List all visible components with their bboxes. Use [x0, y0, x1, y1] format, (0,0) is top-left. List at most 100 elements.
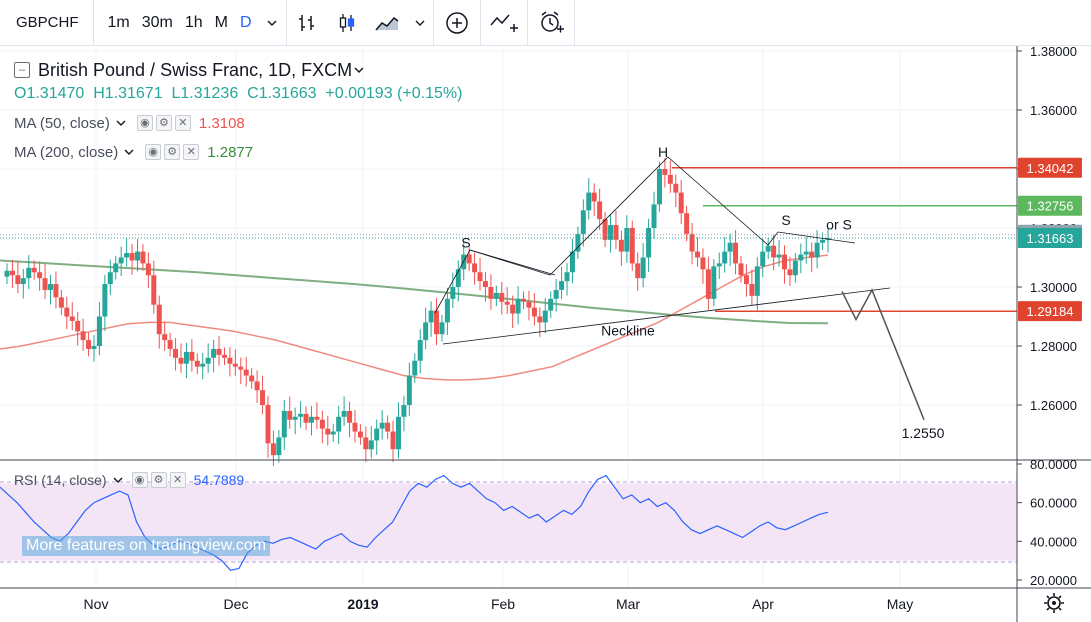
- symbol-search-button[interactable]: GBPCHF: [16, 14, 79, 31]
- gear-icon[interactable]: ⚙: [150, 472, 167, 488]
- candle-body: [357, 431, 363, 438]
- bar-chart-icon[interactable]: [287, 0, 327, 46]
- settings-gear-icon[interactable]: [1044, 593, 1064, 613]
- candle-body: [504, 301, 510, 305]
- candle: [776, 240, 782, 267]
- rsi-tick-label: 40.0000: [1030, 534, 1077, 549]
- candle: [792, 253, 798, 283]
- candle: [173, 338, 179, 371]
- candle-body: [205, 357, 211, 364]
- candle-body: [390, 431, 396, 450]
- top-toolbar: GBPCHF 1m 30m 1h M D: [0, 0, 1091, 46]
- candle: [580, 199, 586, 247]
- candle: [374, 419, 380, 455]
- candle: [162, 321, 168, 352]
- candle-body: [69, 316, 75, 321]
- candle-body: [211, 348, 217, 358]
- rsi-value: 54.7889: [193, 472, 245, 488]
- toolbar-divider: [285, 0, 287, 46]
- time-tick-label: Feb: [491, 596, 515, 612]
- candle: [569, 238, 575, 284]
- candle: [434, 297, 440, 346]
- candle-body: [548, 298, 554, 311]
- candle: [292, 407, 298, 435]
- timeframe-1m-button[interactable]: 1m: [107, 13, 130, 31]
- chevron-down-icon[interactable]: [111, 473, 125, 487]
- candle-body: [281, 410, 287, 438]
- candle: [662, 158, 668, 188]
- candle-body: [439, 322, 445, 335]
- candle: [64, 296, 70, 330]
- candle-body: [597, 201, 603, 220]
- candle-body: [760, 251, 766, 267]
- chevron-down-icon[interactable]: [258, 0, 286, 46]
- candle-body: [412, 360, 418, 376]
- pattern-label: S: [461, 234, 470, 250]
- candle-body: [325, 428, 331, 435]
- candle-body: [336, 416, 342, 432]
- pattern-label: or S: [826, 216, 852, 232]
- rsi-tick-label: 20.0000: [1030, 573, 1077, 588]
- candle-body: [575, 233, 581, 252]
- candle-chart-icon[interactable]: [327, 0, 367, 46]
- timeframe-m-button[interactable]: M: [214, 13, 228, 31]
- candle: [640, 243, 646, 288]
- tradingview-watermark[interactable]: More features on tradingview.com: [22, 536, 271, 556]
- candle-body: [406, 375, 412, 405]
- add-indicator-icon[interactable]: [434, 0, 480, 46]
- candle-body: [765, 245, 771, 252]
- candle-body: [488, 287, 494, 299]
- candle-body: [270, 443, 276, 456]
- candle: [249, 368, 255, 389]
- candle: [406, 362, 412, 416]
- candle: [423, 307, 429, 350]
- head-shoulders-pattern: S H S or S Neckline 1.2550: [434, 144, 945, 441]
- candle-body: [156, 304, 162, 335]
- candle: [325, 415, 331, 446]
- drawing-icon[interactable]: [481, 0, 527, 46]
- alert-icon[interactable]: [528, 0, 574, 46]
- candle: [53, 271, 59, 309]
- candle-body: [118, 257, 124, 264]
- candle: [227, 346, 233, 377]
- candle: [820, 232, 826, 251]
- candle-body: [319, 419, 325, 429]
- timeframe-30m-button[interactable]: 30m: [141, 13, 173, 31]
- candle: [798, 243, 804, 274]
- candle-body: [776, 254, 782, 258]
- rsi-legend: RSI (14, close) ◉ ⚙ ✕ 54.7889: [14, 472, 244, 488]
- candle: [238, 357, 244, 385]
- candle: [553, 279, 559, 312]
- candle-body: [80, 331, 86, 341]
- candle-body: [798, 254, 804, 261]
- candle: [504, 287, 510, 314]
- candle-body: [656, 169, 662, 205]
- candle: [31, 260, 37, 280]
- candle: [96, 302, 102, 356]
- time-tick-label: Apr: [752, 596, 774, 612]
- time-axis[interactable]: Nov Dec 2019 Feb Mar Apr May: [84, 596, 914, 612]
- eye-icon[interactable]: ◉: [131, 472, 148, 488]
- close-icon[interactable]: ✕: [169, 472, 186, 488]
- candle-body: [4, 270, 10, 277]
- candle-body: [542, 310, 548, 323]
- candle-body: [37, 272, 43, 279]
- candle: [124, 238, 130, 267]
- candle-body: [75, 320, 81, 332]
- timeframe-1h-button[interactable]: 1h: [184, 13, 203, 31]
- candle-body: [537, 316, 543, 323]
- area-chart-icon[interactable]: [367, 0, 407, 46]
- candle-body: [374, 428, 380, 441]
- candle-body: [526, 301, 532, 308]
- candle-body: [640, 257, 646, 279]
- candle-body: [646, 228, 652, 258]
- rsi-line: [0, 474, 829, 571]
- candle: [156, 295, 162, 349]
- candle: [401, 395, 407, 432]
- chevron-down-icon[interactable]: [407, 0, 433, 46]
- pattern-label: S: [781, 212, 790, 228]
- timeframe-d-button[interactable]: D: [240, 13, 252, 31]
- candle-body: [401, 405, 407, 417]
- candle: [4, 263, 10, 285]
